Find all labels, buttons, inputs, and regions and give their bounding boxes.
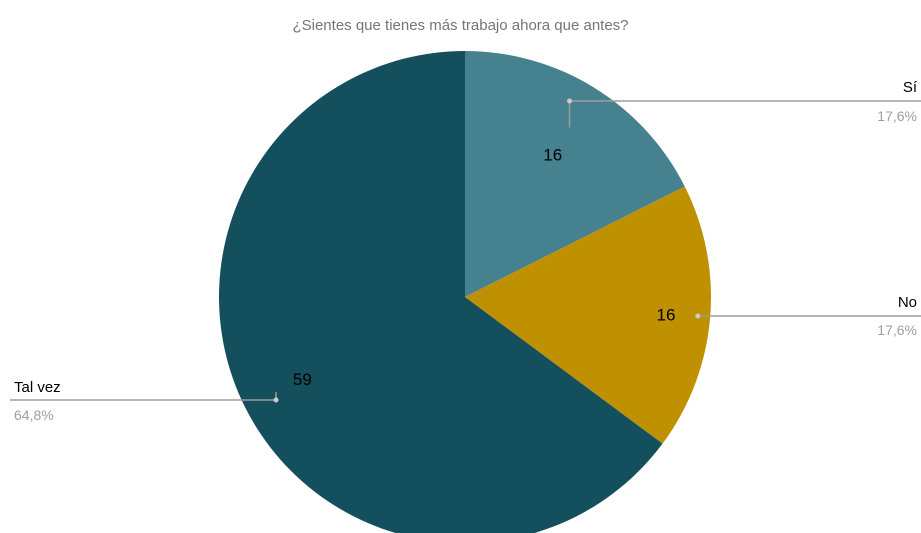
slice-percent-label-tal-vez: 64,8% bbox=[14, 407, 54, 423]
slice-category-label-s: Sí bbox=[903, 79, 918, 96]
chart-title: ¿Sientes que tienes más trabajo ahora qu… bbox=[292, 17, 629, 34]
slice-percent-label-s: 17,6% bbox=[877, 108, 917, 124]
slice-category-label-tal-vez: Tal vez bbox=[14, 379, 61, 396]
leader-dot-s bbox=[567, 98, 573, 104]
slice-value-label-tal-vez: 59 bbox=[293, 370, 312, 389]
pie-slice-no bbox=[465, 186, 711, 444]
pie-slice-tal-vez bbox=[219, 51, 663, 533]
leader-line-no bbox=[697, 315, 921, 318]
slice-category-label-no: No bbox=[898, 294, 917, 311]
slice-value-label-no: 16 bbox=[657, 305, 676, 324]
slice-value-label-s: 16 bbox=[543, 146, 562, 165]
pie-slice-s bbox=[465, 51, 685, 297]
leader-dot-tal-vez bbox=[273, 397, 279, 403]
slice-percent-label-no: 17,6% bbox=[877, 322, 917, 338]
leader-dot-no bbox=[695, 313, 701, 319]
